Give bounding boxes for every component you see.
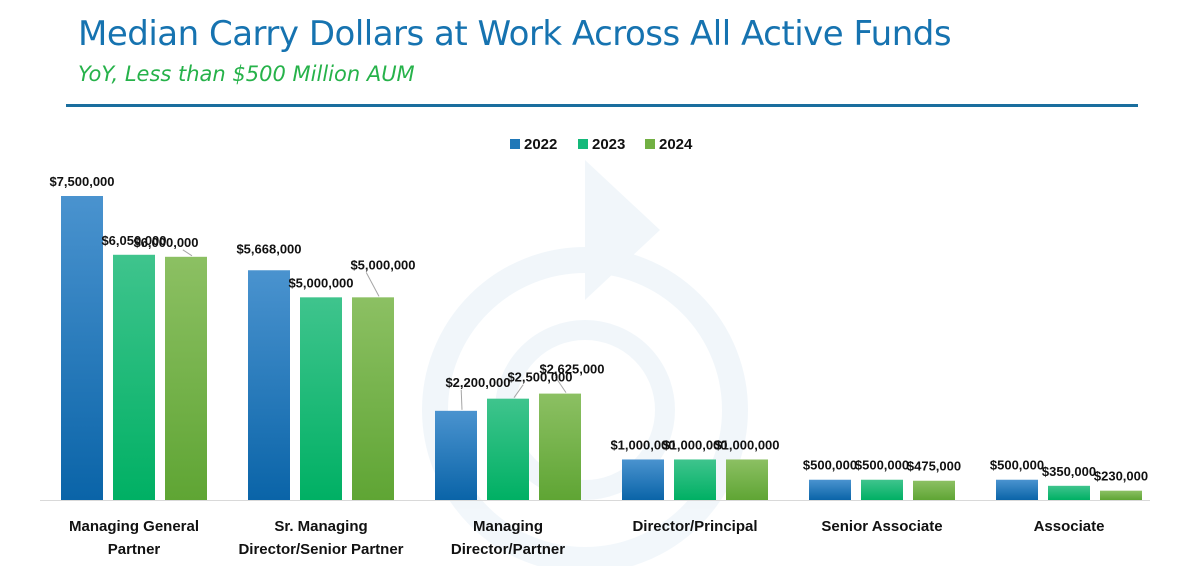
value-label-2022-0: $7,500,000 — [49, 174, 114, 189]
legend-swatch-2024 — [645, 139, 655, 149]
value-label-2023-2: $2,500,000 — [507, 370, 572, 385]
category-label-3-0: Director/Principal — [632, 518, 757, 535]
value-label-2024-2: $2,625,000 — [539, 362, 604, 377]
leader-line-2022-2 — [460, 389, 463, 410]
value-label-2022-3: $1,000,000 — [610, 437, 675, 452]
bar-2022-1 — [248, 270, 290, 500]
bar-2024-5 — [1100, 490, 1142, 500]
bar-2023-4 — [861, 479, 903, 500]
value-label-2022-4: $500,000 — [803, 458, 857, 473]
bar-2022-5 — [996, 479, 1038, 500]
legend-swatch-2023 — [578, 139, 588, 149]
value-label-2024-0: $6,000,000 — [133, 235, 198, 250]
value-label-2023-0: $6,050,000 — [101, 233, 166, 248]
category-label-1-1: Director/Senior Partner — [238, 541, 403, 558]
leader-line-2024-2 — [554, 376, 567, 393]
legend-swatch-2022 — [510, 139, 520, 149]
leader-line-2024-1 — [365, 272, 380, 297]
legend-label-2022: 2022 — [524, 136, 557, 153]
category-label-2-0: Managing — [473, 518, 543, 535]
bar-2024-3 — [726, 459, 768, 500]
bar-2023-0 — [113, 254, 155, 500]
value-label-2024-3: $1,000,000 — [714, 437, 779, 452]
category-label-4-0: Senior Associate — [821, 518, 942, 535]
category-label-0-0: Managing General — [69, 518, 199, 535]
bar-2022-3 — [622, 459, 664, 500]
category-label-0-1: Partner — [108, 541, 161, 558]
value-label-2023-1: $5,000,000 — [288, 275, 353, 290]
bar-2023-1 — [300, 297, 342, 500]
chart-title: Median Carry Dollars at Work Across All … — [78, 14, 952, 54]
bar-2023-2 — [487, 398, 529, 500]
category-label-5-0: Associate — [1034, 518, 1105, 535]
bar-2024-0 — [165, 256, 207, 500]
title-divider — [66, 104, 1138, 107]
bar-2022-2 — [435, 410, 477, 500]
category-label-1-0: Sr. Managing — [274, 518, 367, 535]
bar-2023-3 — [674, 459, 716, 500]
bar-2022-4 — [809, 479, 851, 500]
bar-2024-1 — [352, 297, 394, 500]
chart-subtitle: YoY, Less than $500 Million AUM — [78, 62, 415, 86]
value-label-2024-4: $475,000 — [907, 459, 961, 474]
value-label-2024-5: $230,000 — [1094, 469, 1148, 484]
legend-label-2024: 2024 — [659, 136, 693, 153]
chart-legend: 2022 2023 2024 — [510, 136, 693, 153]
value-label-2022-1: $5,668,000 — [236, 241, 301, 256]
bar-2024-2 — [539, 393, 581, 500]
bar-2024-4 — [913, 480, 955, 500]
leader-line-2024-0 — [182, 249, 193, 257]
value-label-2022-2: $2,200,000 — [445, 375, 510, 390]
value-label-2023-5: $350,000 — [1042, 464, 1096, 479]
legend-label-2023: 2023 — [592, 136, 625, 153]
leader-line-2023-2 — [513, 384, 524, 398]
category-label-2-1: Director/Partner — [451, 541, 565, 558]
value-label-2023-3: $1,000,000 — [662, 437, 727, 452]
value-label-2022-5: $500,000 — [990, 458, 1044, 473]
value-label-2024-1: $5,000,000 — [350, 257, 415, 272]
bar-2023-5 — [1048, 485, 1090, 500]
value-label-2023-4: $500,000 — [855, 458, 909, 473]
bar-2022-0 — [61, 196, 103, 500]
